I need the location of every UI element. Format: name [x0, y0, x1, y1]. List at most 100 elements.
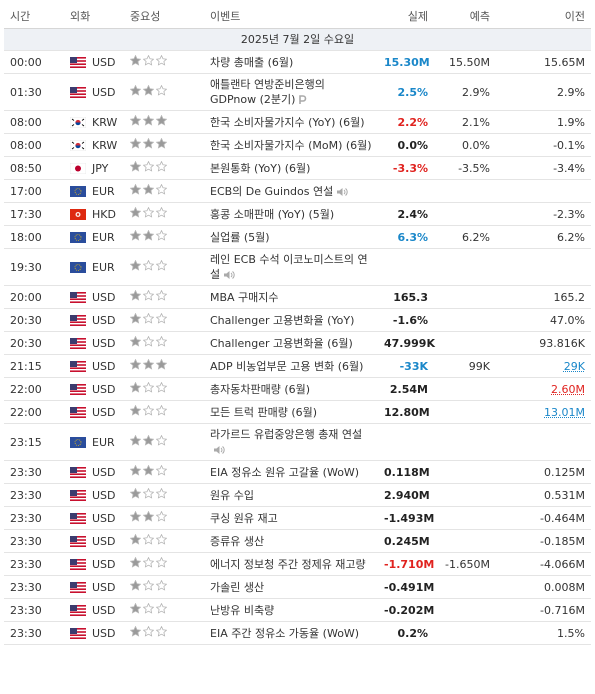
event-row[interactable]: 23:30 USD 에너지 정보청 주간 정제유 재고량 -1.710M -1.650M… [4, 552, 591, 576]
currency-cell: USD [64, 598, 124, 622]
previous: 0.008M [496, 575, 591, 599]
importance [124, 202, 204, 226]
star [142, 206, 155, 218]
event-name[interactable]: 한국 소비자물가지수 (YoY) (6월) [210, 115, 365, 129]
previous-value: 0.125M [544, 465, 585, 479]
star [155, 312, 168, 324]
event-row[interactable]: 23:30 USD 증류유 생산 0.245M -0.185M [4, 529, 591, 553]
speech-icon [337, 187, 348, 196]
event-name[interactable]: 모든 트럭 판매량 (6월) [210, 405, 318, 419]
event-row[interactable]: 22:00 USD 총자동차판매량 (6월) 2.54M 2.60M [4, 377, 591, 401]
event-name[interactable]: ECB의 De Guindos 연설 [210, 184, 334, 198]
event-row[interactable]: 21:15 USD ADP 비농업부문 고용 변화 (6월) -33K 99K 29K [4, 354, 591, 378]
event-name[interactable]: 홍콩 소매판매 (YoY) (5월) [210, 207, 335, 221]
event-name[interactable]: 에너지 정보청 주간 정제유 재고량 [210, 557, 366, 571]
event-row[interactable]: 20:30 USD Challenger 고용변화율 (YoY) -1.6% 47.0% [4, 308, 591, 332]
event-row[interactable]: 20:30 USD Challenger 고용변화율 (6월) 47.999K 93.8… [4, 331, 591, 355]
star [129, 54, 142, 66]
event-name[interactable]: 쿠싱 원유 재고 [210, 511, 278, 525]
column-header[interactable]: 이전 [496, 3, 591, 29]
event-name[interactable]: 본원통화 (YoY) (6월) [210, 161, 311, 175]
event-name[interactable]: 원유 수입 [210, 488, 254, 502]
actual: -3.3% [378, 156, 434, 180]
event-name[interactable]: 가솔린 생산 [210, 580, 265, 594]
column-header[interactable]: 실제 [378, 3, 434, 29]
event-name[interactable]: Challenger 고용변화율 (6월) [210, 336, 353, 350]
currency: USD [70, 488, 118, 503]
actual: -1.493M [378, 506, 434, 530]
column-header[interactable]: 예측 [434, 3, 496, 29]
currency: USD [70, 85, 118, 100]
previous: 1.9% [496, 110, 591, 134]
star [155, 54, 168, 66]
event-row[interactable]: 22:00 USD 모든 트럭 판매량 (6월) 12.80M 13.01M [4, 400, 591, 424]
currency: USD [70, 557, 118, 572]
event-name[interactable]: 총자동차판매량 (6월) [210, 382, 311, 396]
event-row[interactable]: 01:30 USD 애틀랜타 연방준비은행의 GDPnow (2분기) 2.5% 2.9… [4, 73, 591, 111]
forecast [434, 598, 496, 622]
importance [124, 483, 204, 507]
importance [124, 50, 204, 74]
event-row[interactable]: 23:30 USD 원유 수입 2.940M 0.531M [4, 483, 591, 507]
event-name[interactable]: EIA 주간 정유소 가동율 (WoW) [210, 626, 360, 640]
event-row[interactable]: 23:30 USD 가솔린 생산 -0.491M 0.008M [4, 575, 591, 599]
previous: 13.01M [496, 400, 591, 424]
currency-code: USD [92, 313, 116, 327]
previous: 93.816K [496, 331, 591, 355]
event-name[interactable]: 애틀랜타 연방준비은행의 GDPnow (2분기) [210, 78, 325, 106]
time: 20:30 [4, 308, 64, 332]
actual: -0.202M [378, 598, 434, 622]
time: 23:15 [4, 423, 64, 461]
event-row[interactable]: 08:00 KRW 한국 소비자물가지수 (YoY) (6월) 2.2% 2.1% 1.9… [4, 110, 591, 134]
time: 20:00 [4, 285, 64, 309]
column-header[interactable]: 이벤트 [204, 3, 378, 29]
event-row[interactable]: 19:30 EUR 레인 ECB 수석 이코노미스트의 연설 [4, 248, 591, 286]
importance [124, 529, 204, 553]
event-row[interactable]: 08:00 KRW 한국 소비자물가지수 (MoM) (6월) 0.0% 0.0% -0.… [4, 133, 591, 157]
event-row[interactable]: 17:30 HKD 홍콩 소매판매 (YoY) (5월) 2.4% -2.3% [4, 202, 591, 226]
column-header[interactable]: 중요성 [124, 3, 204, 29]
event-row[interactable]: 23:30 USD 쿠싱 원유 재고 -1.493M -0.464M [4, 506, 591, 530]
actual-value: 0.245M [384, 534, 430, 548]
event-cell: ADP 비농업부문 고용 변화 (6월) [204, 354, 378, 378]
currency-cell: USD [64, 621, 124, 645]
event-row[interactable]: 23:30 USD 난방유 비축량 -0.202M -0.716M [4, 598, 591, 622]
event-row[interactable]: 17:00 EUR ECB의 De Guindos 연설 [4, 179, 591, 203]
star [155, 579, 168, 591]
event-row[interactable]: 00:00 USD 차량 총매출 (6월) 15.30M 15.50M 15.65M [4, 50, 591, 74]
star [129, 381, 142, 393]
previous-value: 47.0% [550, 313, 585, 327]
event-name[interactable]: 증류유 생산 [210, 534, 265, 548]
event-row[interactable]: 08:50 JPY 본원통화 (YoY) (6월) -3.3% -3.5% -3.4% [4, 156, 591, 180]
star [155, 381, 168, 393]
event-cell: 레인 ECB 수석 이코노미스트의 연설 [204, 248, 378, 286]
importance [124, 179, 204, 203]
event-row[interactable]: 18:00 EUR 실업률 (5월) 6.3% 6.2% 6.2% [4, 225, 591, 249]
event-name[interactable]: ADP 비농업부문 고용 변화 (6월) [210, 359, 364, 373]
star [129, 160, 142, 172]
event-name[interactable]: 라가르드 유럽중앙은행 총재 연설 [210, 428, 363, 441]
event-name[interactable]: 차량 총매출 (6월) [210, 55, 294, 69]
event-row[interactable]: 23:30 USD EIA 주간 정유소 가동율 (WoW) 0.2% 1.5% [4, 621, 591, 645]
column-header[interactable]: 외화 [64, 3, 124, 29]
previous [496, 179, 591, 203]
event-name[interactable]: EIA 정유소 원유 고갈율 (WoW) [210, 465, 360, 479]
forecast-value: 99K [468, 359, 490, 373]
star [129, 556, 142, 568]
event-name[interactable]: 레인 ECB 수석 이코노미스트의 연설 [210, 253, 368, 281]
event-row[interactable]: 20:00 USD MBA 구매지수 165.3 165.2 [4, 285, 591, 309]
column-header[interactable]: 시간 [4, 3, 64, 29]
event-name[interactable]: Challenger 고용변화율 (YoY) [210, 313, 355, 327]
currency-code: USD [92, 603, 116, 617]
event-row[interactable]: 23:15 EUR 라가르드 유럽중앙은행 총재 연설 [4, 423, 591, 461]
event-name[interactable]: 난방유 비축량 [210, 603, 275, 617]
time: 08:00 [4, 110, 64, 134]
event-name[interactable]: 실업률 (5월) [210, 230, 270, 244]
event-row[interactable]: 23:30 USD EIA 정유소 원유 고갈율 (WoW) 0.118M 0.125M [4, 460, 591, 484]
event-name[interactable]: 한국 소비자물가지수 (MoM) (6월) [210, 138, 372, 152]
table-body: 2025년 7월 2일 수요일 00:00 USD 차량 총매출 (6월) 15.30… [4, 28, 591, 645]
star [142, 183, 155, 195]
event-name[interactable]: MBA 구매지수 [210, 290, 279, 304]
previous-value: -0.464M [540, 511, 585, 525]
time: 23:30 [4, 552, 64, 576]
